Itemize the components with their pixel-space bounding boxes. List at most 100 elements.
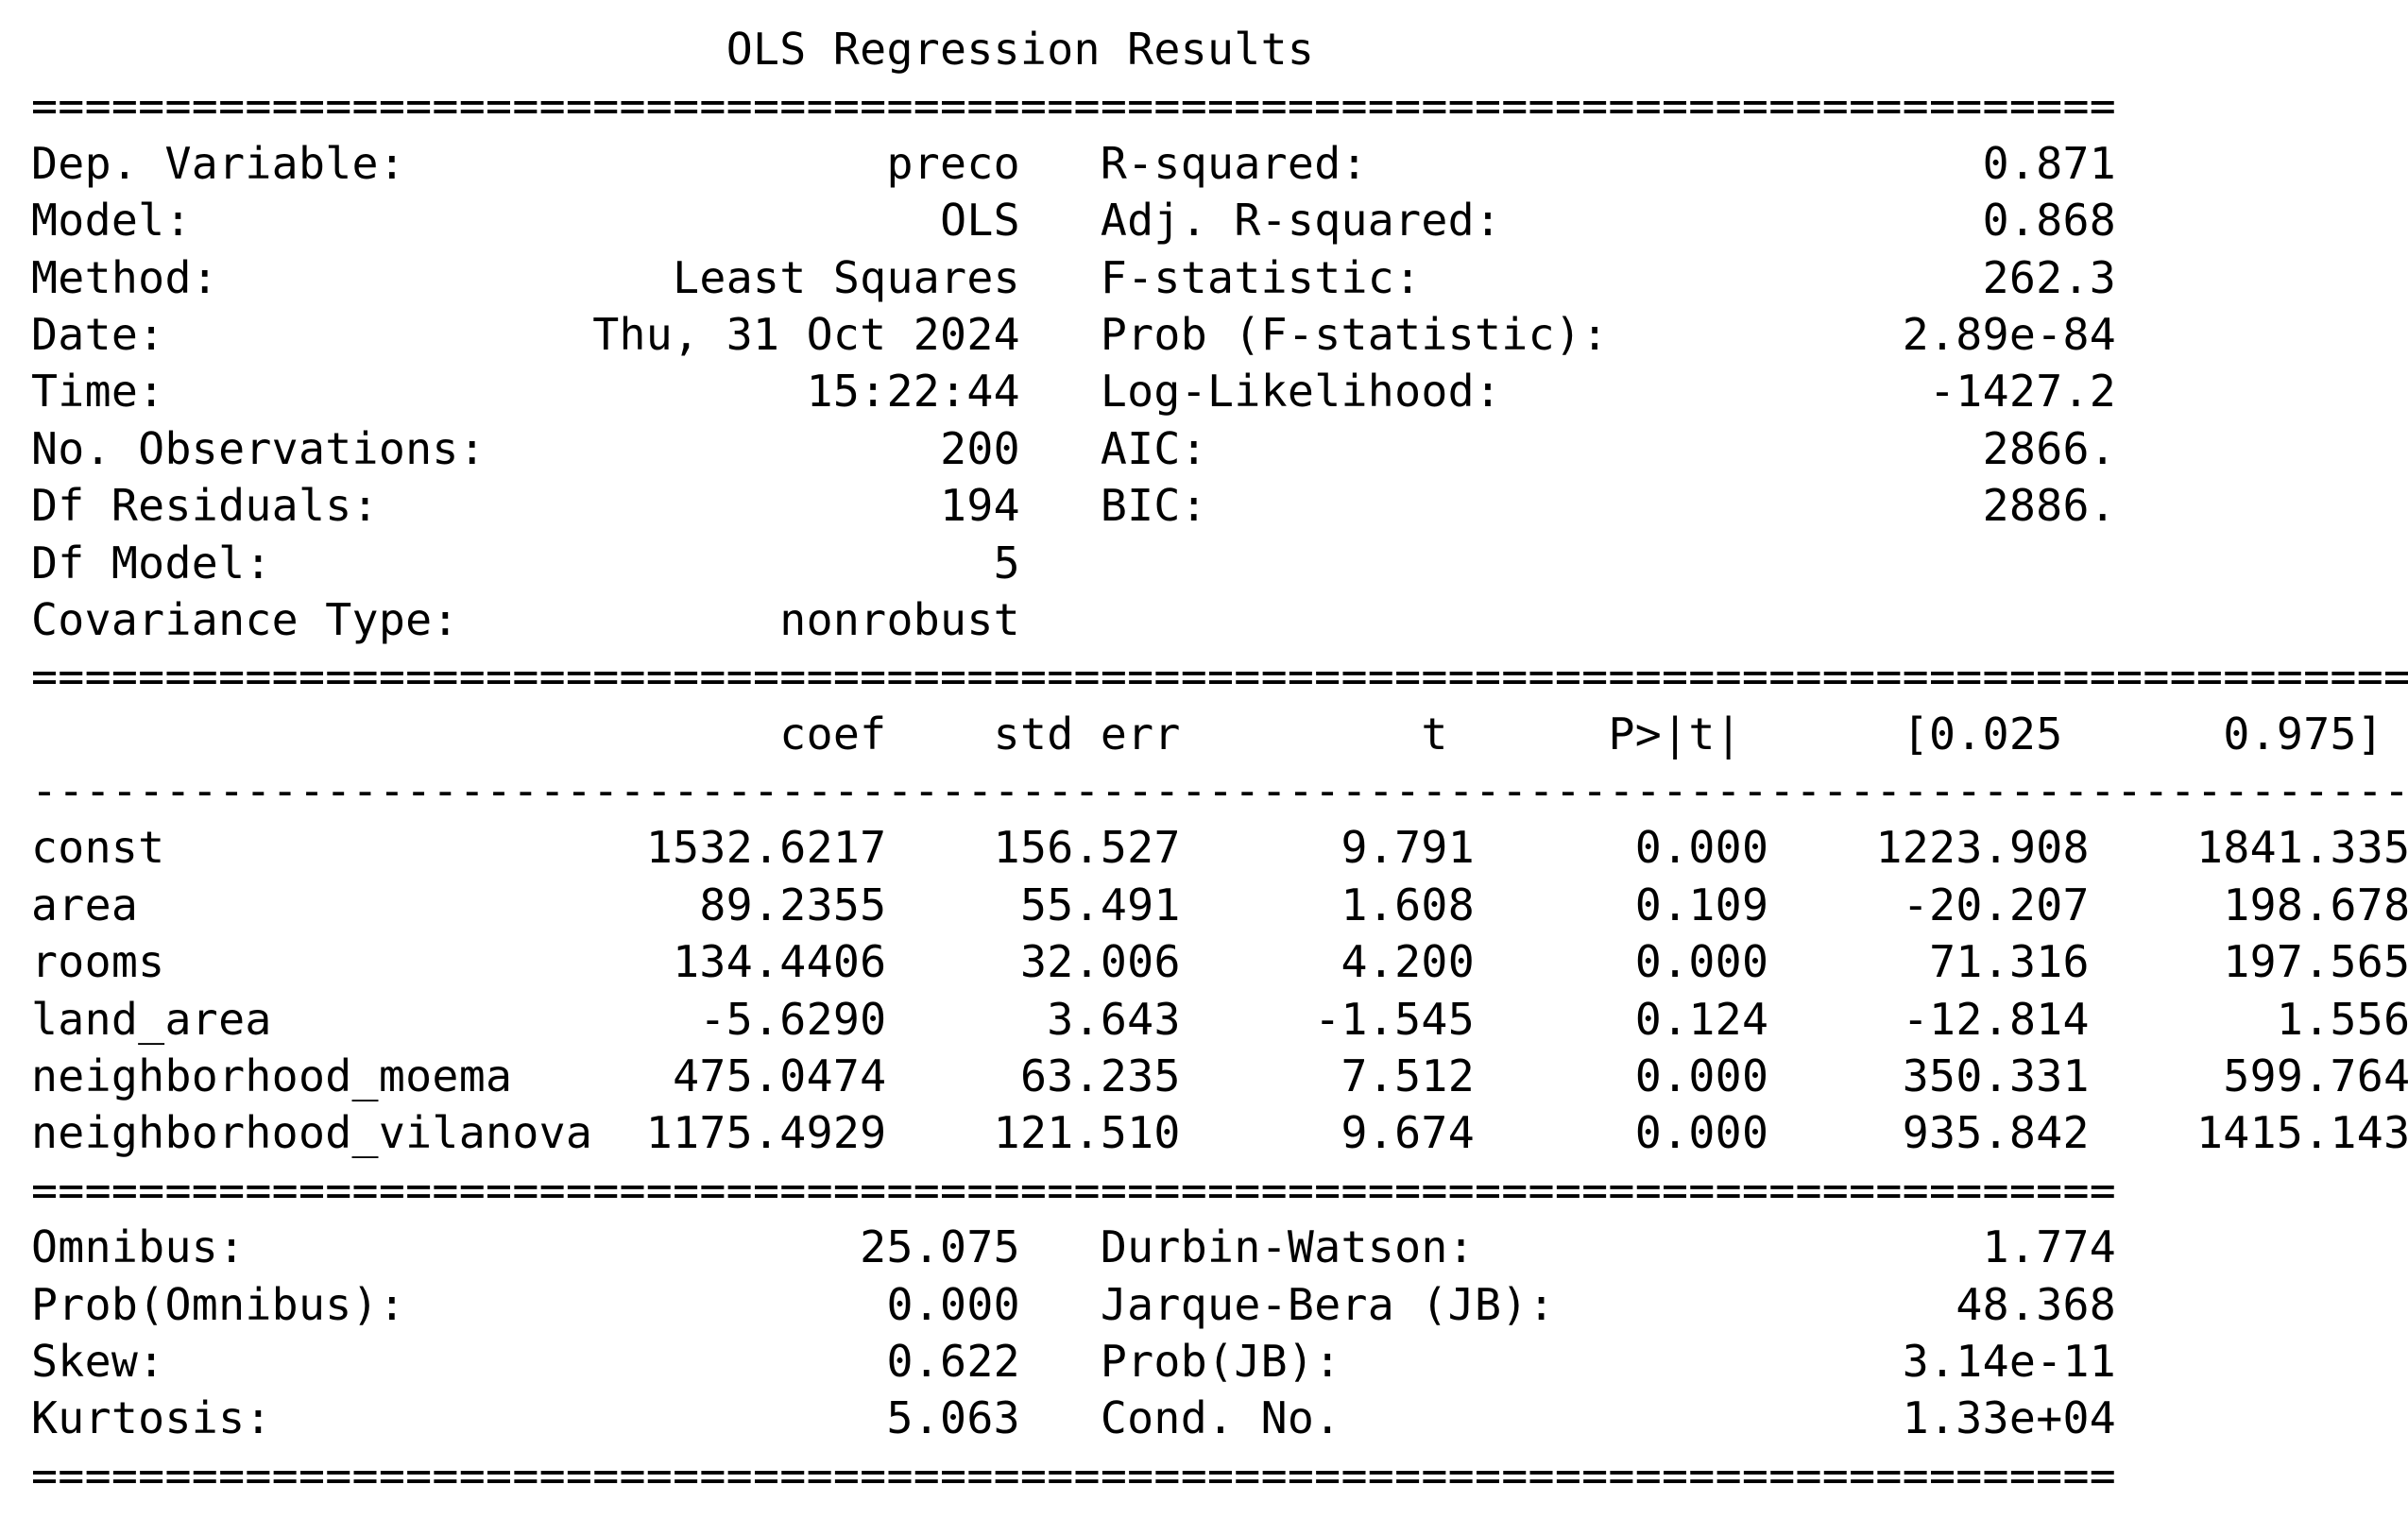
title-text: OLS Regression Results	[726, 24, 1315, 75]
summary-label: Method:	[31, 251, 219, 303]
spacer	[218, 252, 673, 303]
coef-cell: 0.124	[1634, 993, 1769, 1045]
summary-label: Omnibus:	[31, 1221, 246, 1273]
spacer	[1475, 879, 1635, 930]
summary-value: 194	[940, 480, 1020, 532]
spacer	[1475, 1050, 1635, 1101]
spacer	[245, 1221, 860, 1272]
spacer	[164, 366, 806, 417]
spacer	[886, 822, 993, 873]
results-title: OLS Regression Results	[31, 21, 2408, 77]
spacer	[1020, 423, 1101, 474]
spacer	[2063, 708, 2224, 760]
summary-label: Df Model:	[31, 537, 272, 589]
spacer	[2090, 879, 2223, 930]
separator-coef-dash: ----------------------------------------…	[31, 765, 2408, 817]
model-summary-row: Date: Thu, 31 Oct 2024 Prob (F-statistic…	[31, 306, 2408, 363]
spacer	[1475, 1221, 1983, 1272]
summary-label: Adj. R-squared:	[1100, 195, 1502, 247]
spacer	[1020, 1221, 1101, 1272]
spacer	[1020, 138, 1101, 189]
ols-regression-results: OLS Regression Results =================…	[31, 21, 2408, 1504]
coef-variable-name: neighborhood_vilanova	[31, 1107, 593, 1159]
coef-table-row: rooms 134.4406 32.006 4.200 0.000 71.316…	[31, 933, 2408, 990]
spacer	[1742, 708, 1903, 760]
spacer	[886, 1050, 1019, 1101]
coef-cell: -12.814	[1902, 993, 2090, 1045]
title-indent	[31, 24, 726, 75]
coef-cell: 9.674	[1341, 1107, 1475, 1159]
coef-cell: 4.200	[1341, 936, 1476, 988]
coef-column-header: 0.975]	[2223, 708, 2384, 760]
coef-cell: 9.791	[1341, 822, 1476, 874]
summary-value: 2886.	[1982, 480, 2117, 532]
coef-table-row: neighborhood_vilanova 1175.4929 121.510 …	[31, 1104, 2408, 1161]
summary-value: -1427.2	[1929, 366, 2117, 418]
coef-variable-name: const	[31, 822, 165, 874]
summary-value: 15:22:44	[806, 366, 1020, 418]
model-summary-row: Time: 15:22:44 Log-Likelihood: -1427.2	[31, 363, 2408, 419]
summary-label: Df Residuals:	[31, 480, 379, 532]
spacer	[192, 195, 940, 246]
coef-cell: 1223.908	[1875, 822, 2090, 874]
spacer	[1501, 195, 1982, 246]
spacer	[1181, 994, 1314, 1045]
coef-variable-name: area	[31, 879, 139, 930]
separator-coef-top: ========================================…	[31, 651, 2408, 703]
diagnostics-summary-row: Omnibus: 25.075 Durbin-Watson: 1.774	[31, 1219, 2408, 1275]
spacer	[1768, 879, 1902, 930]
summary-label: Model:	[31, 195, 192, 247]
spacer	[164, 936, 673, 987]
summary-value: 0.622	[886, 1335, 1020, 1387]
spacer	[2090, 1050, 2223, 1101]
spacer	[1181, 1107, 1341, 1158]
spacer	[886, 879, 1019, 930]
separator-top: ========================================…	[31, 80, 2117, 132]
coef-cell: 1841.335	[2196, 822, 2408, 874]
summary-value: Least Squares	[673, 251, 1020, 303]
coef-table-row: land_area -5.6290 3.643 -1.545 0.124 -12…	[31, 991, 2408, 1048]
separator-bottom: ========================================…	[31, 1449, 2117, 1501]
summary-label: Cond. No.	[1100, 1392, 1341, 1444]
coef-cell: 0.000	[1634, 1050, 1769, 1102]
coef-variable-name: land_area	[31, 993, 272, 1045]
coef-cell: 350.331	[1902, 1050, 2090, 1102]
coef-cell: 1175.4929	[645, 1107, 887, 1159]
coef-cell: -20.207	[1902, 879, 2090, 930]
diagnostics-summary-row: Kurtosis: 5.063 Cond. No. 1.33e+04	[31, 1390, 2408, 1446]
spacer	[1207, 480, 1983, 531]
spacer	[1768, 1107, 1902, 1158]
coef-cell: 55.491	[1019, 879, 1181, 930]
spacer	[1181, 708, 1422, 760]
spacer	[1768, 1050, 1902, 1101]
spacer	[592, 1107, 646, 1158]
coef-cell: 7.512	[1341, 1050, 1476, 1102]
spacer	[1181, 879, 1341, 930]
summary-label: Skew:	[31, 1335, 165, 1387]
summary-value: nonrobust	[779, 593, 1020, 645]
spacer	[1181, 822, 1341, 873]
spacer	[2090, 822, 2196, 873]
spacer	[1020, 195, 1101, 246]
coef-cell: 0.000	[1634, 936, 1769, 988]
spacer	[459, 594, 780, 645]
spacer	[1608, 309, 1902, 360]
coef-cell: 198.678	[2223, 879, 2408, 930]
summary-label: Dep. Variable:	[31, 137, 406, 189]
coef-column-header: t	[1421, 708, 1448, 760]
summary-value: 0.000	[886, 1278, 1020, 1330]
coef-table-header: coef std err t P>|t| [0.025 0.975]	[31, 706, 2408, 762]
spacer	[164, 822, 645, 873]
spacer	[886, 708, 993, 760]
coef-cell: 121.510	[993, 1107, 1181, 1159]
summary-value: 1.33e+04	[1902, 1392, 2117, 1444]
coef-cell: 0.000	[1634, 822, 1769, 874]
spacer	[272, 538, 994, 589]
spacer	[1020, 1336, 1101, 1387]
summary-label: Covariance Type:	[31, 593, 459, 645]
summary-label: Kurtosis:	[31, 1392, 272, 1444]
summary-label: F-statistic:	[1100, 251, 1422, 303]
summary-value: 5	[993, 537, 1020, 589]
model-summary-row: Df Model: 5	[31, 535, 2408, 591]
summary-value: 1.774	[1982, 1221, 2117, 1273]
